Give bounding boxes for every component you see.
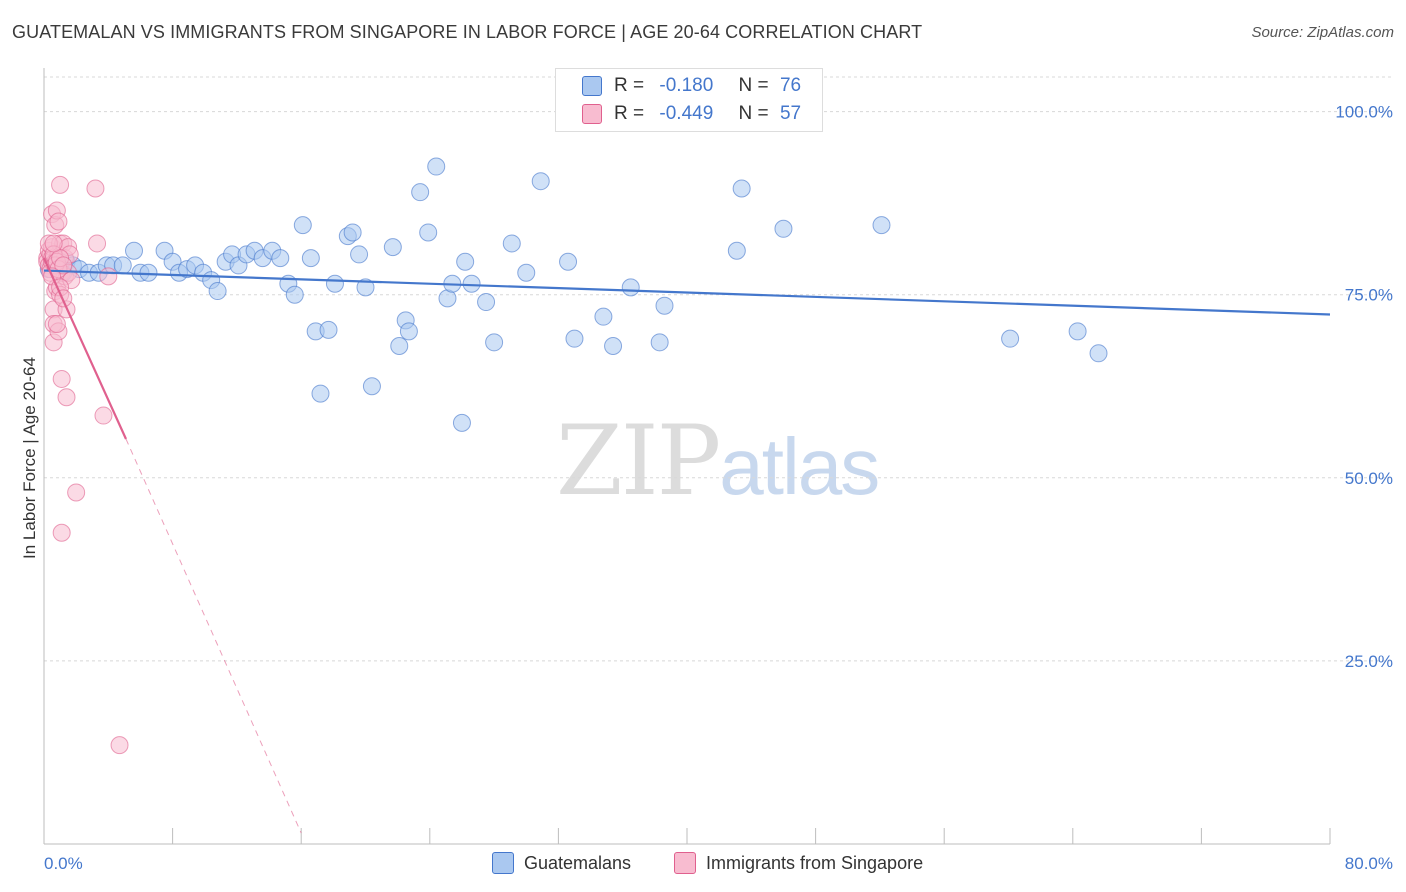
data-point — [565, 329, 584, 348]
data-point — [110, 736, 129, 755]
legend-r-value: -0.449 — [659, 103, 714, 124]
legend-n-value: 57 — [779, 103, 802, 124]
data-point — [362, 377, 381, 396]
data-point — [1089, 344, 1108, 363]
legend-r-label: R = — [614, 103, 645, 124]
watermark-zip: ZIP — [556, 405, 721, 517]
axes — [43, 68, 1331, 845]
data-point — [427, 157, 446, 176]
data-point — [462, 274, 481, 293]
data-point — [86, 179, 105, 198]
data-point — [477, 293, 496, 312]
data-point — [650, 333, 669, 352]
trend-lines — [42, 257, 1331, 834]
bottom-legend-label: Guatemalans — [524, 852, 632, 873]
trend-line-singapore-extension — [125, 438, 302, 834]
data-point — [411, 183, 430, 202]
trend-line-singapore — [42, 257, 127, 440]
data-point — [732, 179, 751, 198]
legend-r-value: -0.180 — [659, 75, 714, 96]
data-point — [419, 223, 438, 242]
data-point — [285, 285, 304, 304]
x-tick-label: 0.0% — [44, 854, 83, 873]
data-point — [51, 175, 70, 194]
data-point — [139, 263, 158, 282]
data-point — [594, 307, 613, 326]
data-point — [52, 523, 71, 542]
data-point — [57, 388, 76, 407]
data-point — [383, 238, 402, 257]
data-point — [485, 333, 504, 352]
data-point — [325, 274, 344, 293]
data-point — [94, 406, 113, 425]
data-point — [343, 223, 362, 242]
data-point — [517, 263, 536, 282]
legend-text-row: R = -0.449 N = 57 — [614, 103, 801, 125]
data-point — [47, 315, 66, 334]
data-point — [350, 245, 369, 264]
watermark: ZIPatlas — [556, 405, 880, 517]
legend-swatch-blue — [582, 76, 602, 96]
data-point — [531, 172, 550, 191]
y-tick-label: 75.0% — [1345, 286, 1393, 305]
grid-lines — [44, 76, 1392, 662]
data-point — [208, 282, 227, 301]
data-point — [1001, 329, 1020, 348]
y-tick-label: 50.0% — [1345, 469, 1393, 488]
data-point — [99, 267, 118, 286]
bottom-legend-swatch-pink — [674, 852, 696, 874]
data-point — [356, 278, 375, 297]
trend-line-guatemalans — [43, 269, 1331, 316]
data-point — [311, 384, 330, 403]
data-point — [271, 249, 290, 268]
bottom-legend-singapore: Immigrants from Singapore — [674, 852, 923, 874]
data-point — [502, 234, 521, 253]
tick-labels: 25.0% 50.0% 75.0% 100.0% 0.0% 80.0% — [44, 103, 1393, 873]
data-point — [399, 322, 418, 341]
data-point — [655, 296, 674, 315]
data-point — [559, 252, 578, 271]
data-point — [67, 483, 86, 502]
data-point — [301, 249, 320, 268]
data-point — [54, 256, 73, 275]
data-point — [604, 336, 623, 355]
data-point — [390, 336, 409, 355]
source-label: Source: ZipAtlas.com — [1251, 24, 1394, 41]
correlation-legend: R = -0.180 N = 76 R = -0.449 N = 57 — [555, 68, 823, 132]
data-point — [52, 369, 71, 388]
legend-n-label: N = — [738, 75, 769, 96]
data-point — [727, 241, 746, 260]
data-point — [456, 252, 475, 271]
data-point — [113, 256, 132, 275]
data-point — [125, 241, 144, 260]
bottom-legend-guatemalans: Guatemalans — [492, 852, 631, 874]
legend-swatch-pink — [582, 104, 602, 124]
watermark-atlas: atlas — [719, 422, 880, 511]
series-singapore — [38, 175, 129, 755]
data-point — [88, 234, 107, 253]
legend-n-label: N = — [738, 103, 769, 124]
y-tick-label: 25.0% — [1345, 652, 1393, 671]
data-point — [621, 278, 640, 297]
data-point — [452, 413, 471, 432]
legend-r-label: R = — [614, 75, 645, 96]
bottom-legend-swatch-blue — [492, 852, 514, 874]
data-point — [44, 234, 63, 253]
data-point — [872, 216, 891, 235]
data-point — [49, 212, 68, 231]
data-point — [1068, 322, 1087, 341]
legend-text-row: R = -0.180 N = 76 — [614, 75, 801, 97]
bottom-legend-label: Immigrants from Singapore — [706, 852, 924, 873]
data-point — [319, 320, 338, 339]
data-point — [774, 219, 793, 238]
y-tick-label: 100.0% — [1335, 103, 1393, 122]
chart-title: GUATEMALAN VS IMMIGRANTS FROM SINGAPORE … — [12, 22, 923, 42]
legend-n-value: 76 — [779, 75, 802, 96]
x-tick-label: 80.0% — [1345, 854, 1393, 873]
data-point — [293, 216, 312, 235]
